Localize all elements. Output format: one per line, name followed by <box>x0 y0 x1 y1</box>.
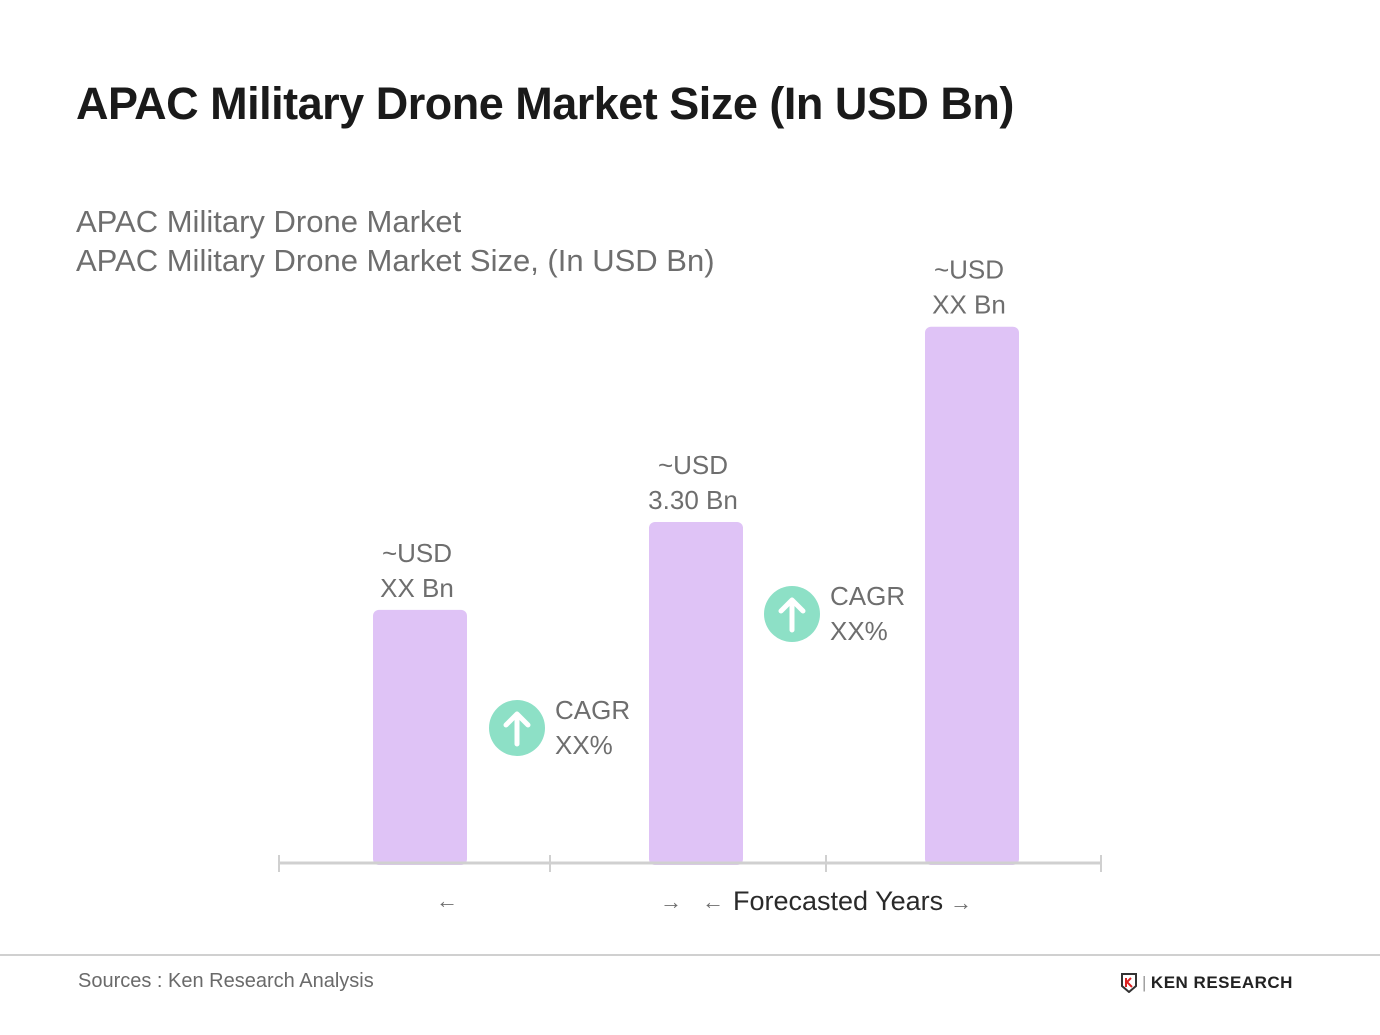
data-label: ~USD <box>658 450 728 480</box>
arrow-left-icon: ← <box>702 889 724 914</box>
x-axis-label: Forecasted Years <box>733 886 943 916</box>
cagr-value: XX% <box>830 616 888 646</box>
data-label: ~USD <box>934 255 1004 285</box>
bar <box>373 609 467 865</box>
cagr-label: CAGR <box>830 581 905 611</box>
arrow-right-icon: → <box>950 890 972 915</box>
data-label: ~USD <box>382 538 452 568</box>
arrow-up-icon <box>503 711 531 747</box>
arrow-up-icon <box>778 597 806 633</box>
chart-subtitle: APAC Military Drone Market Size, (In USD… <box>76 243 715 278</box>
bar-chart: ~USD XX Bn ~USD 3.30 Bn ~USD XX Bn CAGR XX% CAGR… <box>278 255 1102 916</box>
cagr-label: CAGR <box>555 695 630 725</box>
logo-shield-icon <box>1121 973 1137 993</box>
arrow-left-icon: ← <box>436 888 458 913</box>
bar <box>649 522 743 865</box>
data-label: 3.30 Bn <box>648 485 738 515</box>
logo-text: KEN RESEARCH <box>1150 973 1293 992</box>
cagr-value: XX% <box>555 730 613 760</box>
data-label: XX Bn <box>380 573 454 603</box>
arrow-right-icon: → <box>660 889 682 914</box>
page-title: APAC Military Drone Market Size (In USD … <box>76 78 1014 129</box>
bar <box>925 326 1019 865</box>
chart-title: APAC Military Drone Market <box>76 204 462 239</box>
data-label: XX Bn <box>932 290 1006 320</box>
footer-divider <box>0 954 1380 956</box>
ken-research-logo: | KEN RESEARCH <box>1120 973 1293 993</box>
source-text: Sources : Ken Research Analysis <box>78 970 374 992</box>
